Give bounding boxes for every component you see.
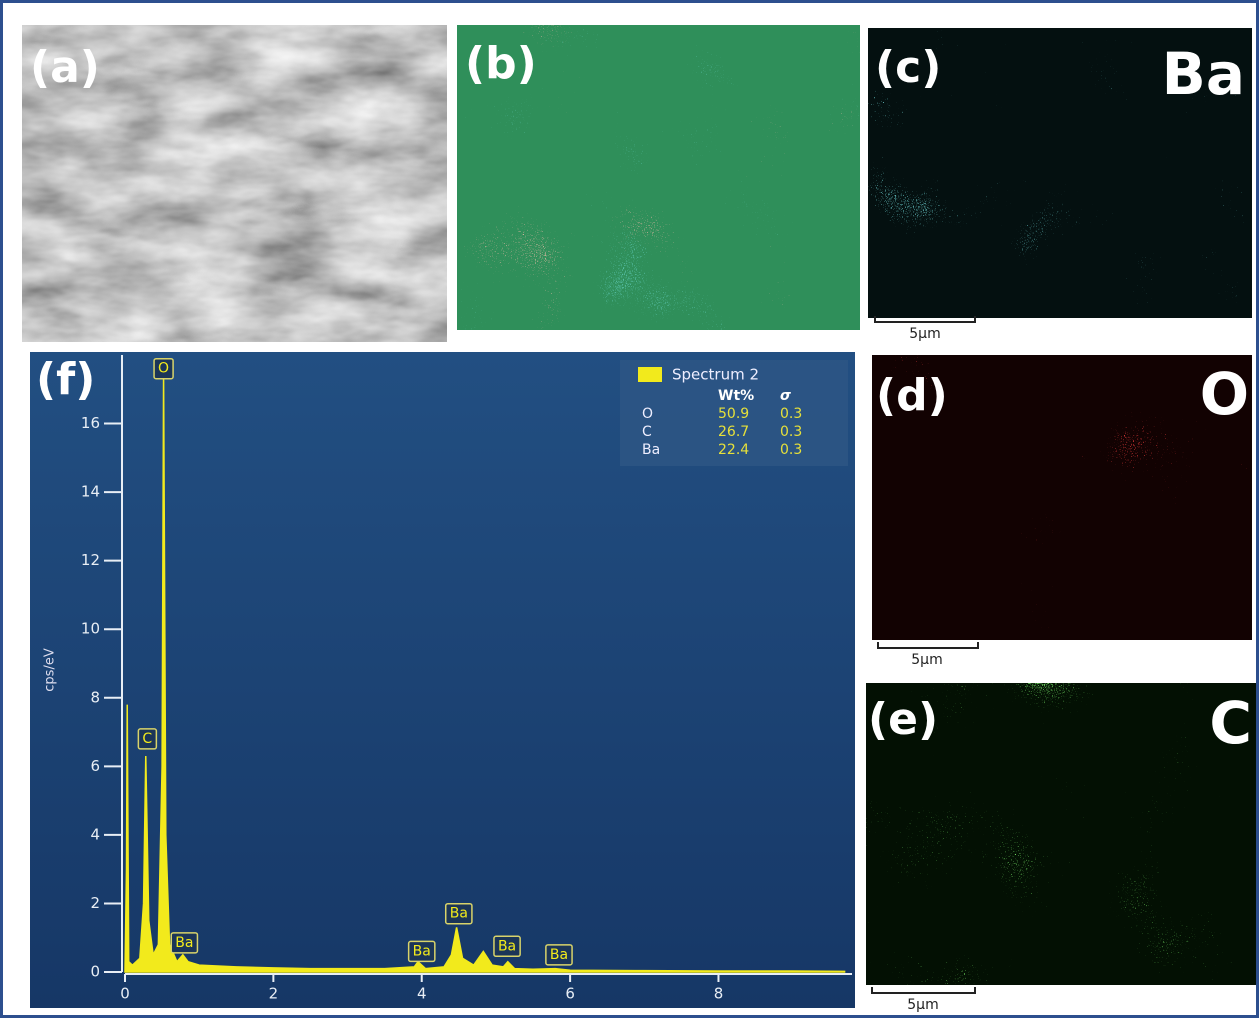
y-tick-label: 6	[90, 757, 100, 775]
table-header: σ	[780, 388, 791, 404]
peak-label: Ba	[550, 947, 568, 963]
table-cell: 22.4	[718, 442, 749, 458]
panel-label: (f)	[36, 354, 95, 405]
table-header: Wt%	[718, 388, 754, 404]
legend-swatch	[638, 367, 662, 382]
y-tick-label: 14	[81, 483, 100, 501]
panel-label: (d)	[876, 370, 948, 421]
x-tick-label: 6	[565, 985, 575, 1003]
panel-label: (e)	[868, 694, 938, 745]
panel-label: (a)	[30, 42, 100, 93]
panel-label: (b)	[465, 38, 537, 89]
scale-bar	[878, 642, 978, 648]
panel-label: (c)	[875, 42, 941, 93]
y-tick-label: 12	[81, 551, 100, 569]
element-label: Ba	[1162, 40, 1245, 108]
table-cell: 50.9	[718, 406, 749, 422]
peak-label: Ba	[498, 938, 516, 954]
scale-label: 5μm	[909, 326, 940, 342]
table-cell: 0.3	[780, 406, 802, 422]
y-tick-label: 16	[81, 414, 100, 432]
table-cell: 0.3	[780, 442, 802, 458]
y-tick-label: 10	[81, 620, 100, 638]
y-tick-label: 2	[90, 894, 100, 912]
x-tick-label: 0	[120, 985, 130, 1003]
x-tick-label: 4	[417, 985, 427, 1003]
legend-label: Spectrum 2	[672, 366, 759, 384]
peak-label: Ba	[450, 906, 468, 922]
scale-bar	[872, 987, 975, 993]
figure: (a) (b) (c) Ba 5μm (d) O 5μm (e) C 5μm (…	[0, 0, 1259, 1018]
y-tick-label: 4	[90, 825, 100, 843]
y-axis-label: cps/eV	[43, 648, 58, 692]
scale-label: 5μm	[911, 652, 942, 668]
y-tick-label: 8	[90, 688, 100, 706]
element-label: C	[1209, 689, 1252, 757]
element-label: O	[1200, 360, 1249, 428]
scale-label: 5μm	[907, 997, 938, 1013]
peak-label: O	[158, 361, 169, 377]
peak-label: Ba	[413, 943, 431, 959]
peak-label: Ba	[175, 935, 193, 951]
table-cell: Ba	[642, 442, 660, 458]
x-tick-label: 2	[269, 985, 279, 1003]
table-cell: 0.3	[780, 424, 802, 440]
table-cell: O	[642, 406, 653, 422]
y-tick-label: 0	[90, 963, 100, 981]
peak-label: C	[142, 731, 152, 747]
x-tick-label: 8	[714, 985, 724, 1003]
table-cell: 26.7	[718, 424, 749, 440]
table-cell: C	[642, 424, 652, 440]
